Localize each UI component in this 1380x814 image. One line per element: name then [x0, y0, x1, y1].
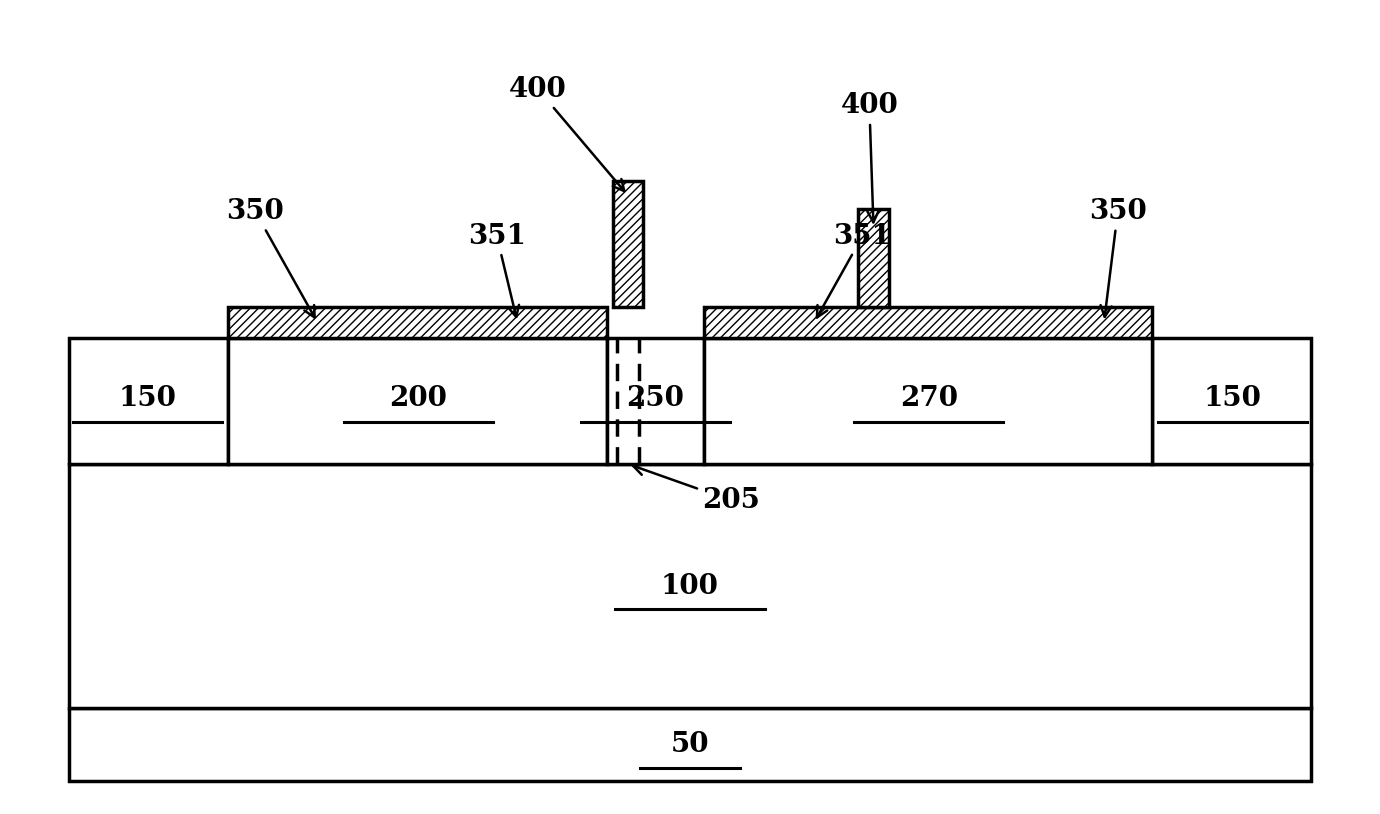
Bar — [69, 338, 228, 464]
Text: 150: 150 — [1203, 385, 1261, 413]
Text: 100: 100 — [661, 572, 719, 600]
Text: 200: 200 — [389, 385, 447, 413]
Text: 350: 350 — [226, 198, 315, 317]
Text: 351: 351 — [468, 222, 526, 317]
Text: 270: 270 — [900, 385, 958, 413]
Text: 350: 350 — [1089, 198, 1147, 317]
Bar — [704, 338, 1152, 464]
Text: 250: 250 — [627, 385, 684, 413]
Text: 400: 400 — [840, 92, 898, 222]
Text: 205: 205 — [633, 464, 760, 514]
Text: 400: 400 — [509, 76, 624, 191]
Text: 351: 351 — [817, 222, 891, 317]
Text: 150: 150 — [119, 385, 177, 413]
Bar — [69, 708, 1311, 781]
Bar — [1152, 338, 1311, 464]
Bar — [228, 338, 607, 464]
Bar — [613, 181, 643, 307]
Text: 50: 50 — [671, 731, 709, 759]
Bar — [69, 464, 1311, 708]
Bar — [858, 209, 889, 307]
Bar — [228, 307, 607, 338]
Bar — [607, 338, 704, 464]
Bar — [704, 307, 1152, 338]
